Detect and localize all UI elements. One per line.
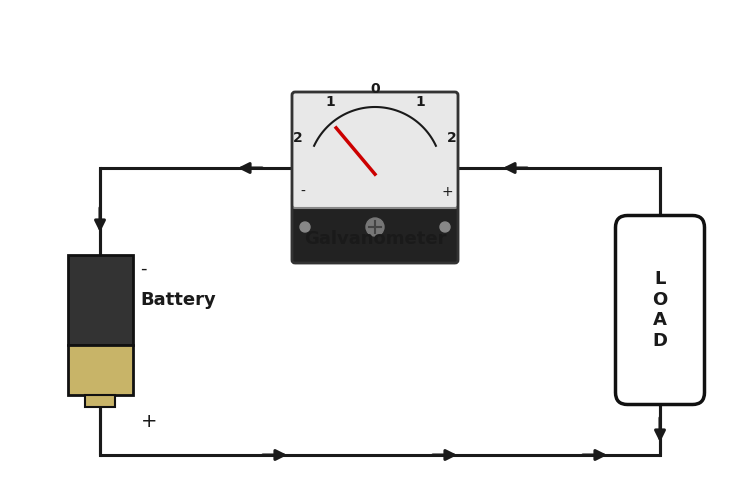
Text: L
O
A
D: L O A D: [652, 270, 668, 350]
Circle shape: [366, 218, 384, 236]
Text: 0: 0: [370, 82, 380, 96]
Text: -: -: [140, 260, 147, 278]
Text: 2: 2: [447, 131, 457, 145]
FancyBboxPatch shape: [292, 192, 458, 263]
Bar: [85, 395, 115, 407]
Text: 1: 1: [325, 95, 334, 109]
FancyBboxPatch shape: [292, 92, 458, 208]
Text: Battery: Battery: [140, 291, 216, 309]
Text: Galvanometer: Galvanometer: [304, 230, 446, 248]
Bar: [68, 345, 133, 395]
Text: +: +: [441, 185, 453, 199]
FancyBboxPatch shape: [616, 216, 704, 404]
Text: +: +: [140, 412, 157, 431]
Bar: [68, 255, 133, 345]
Circle shape: [440, 222, 450, 232]
Circle shape: [300, 222, 310, 232]
Text: 2: 2: [293, 131, 303, 145]
Text: 1: 1: [416, 95, 425, 109]
Text: -: -: [301, 185, 305, 199]
